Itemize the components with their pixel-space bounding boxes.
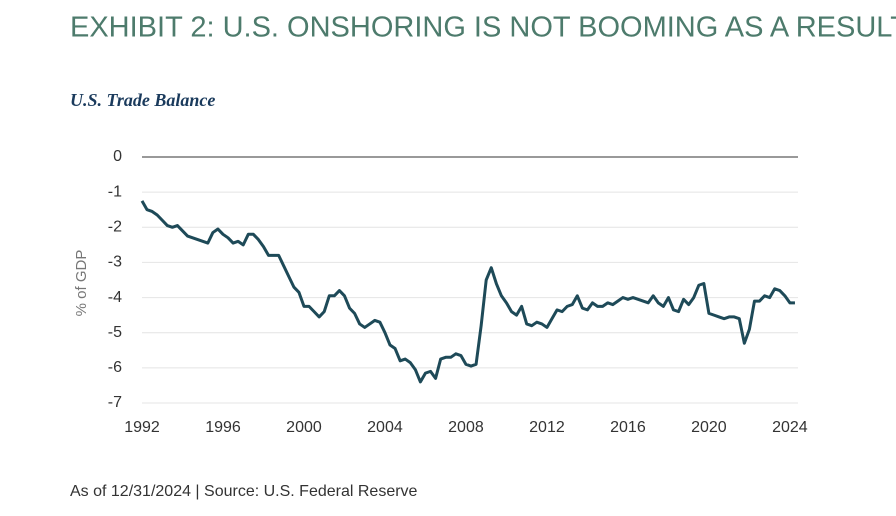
y-tick-label: -5: [108, 324, 122, 341]
y-tick-label: -7: [108, 394, 122, 411]
x-tick-label: 2016: [610, 419, 646, 436]
chart-title: EXHIBIT 2: U.S. ONSHORING IS NOT BOOMING…: [70, 12, 896, 44]
x-tick-label: 2008: [448, 419, 484, 436]
x-tick-label: 2004: [367, 419, 403, 436]
chart-subtitle: U.S. Trade Balance: [70, 90, 215, 110]
x-tick-label: 2024: [772, 419, 808, 436]
x-tick-label: 2000: [286, 419, 322, 436]
y-tick-label: -1: [108, 183, 122, 200]
x-tick-label: 1996: [205, 419, 241, 436]
x-tick-label: 2020: [691, 419, 727, 436]
y-tick-label: -3: [108, 254, 122, 271]
line-series: [140, 200, 795, 384]
y-tick-label: 0: [113, 148, 122, 165]
y-tick-label: -4: [108, 289, 122, 306]
y-tick-label: -6: [108, 359, 122, 376]
y-axis-label: % of GDP: [73, 250, 90, 317]
footnote: As of 12/31/2024 | Source: U.S. Federal …: [70, 483, 418, 500]
y-tick-label: -2: [108, 219, 122, 236]
x-tick-label: 2012: [529, 419, 565, 436]
x-tick-label: 1992: [124, 419, 160, 436]
